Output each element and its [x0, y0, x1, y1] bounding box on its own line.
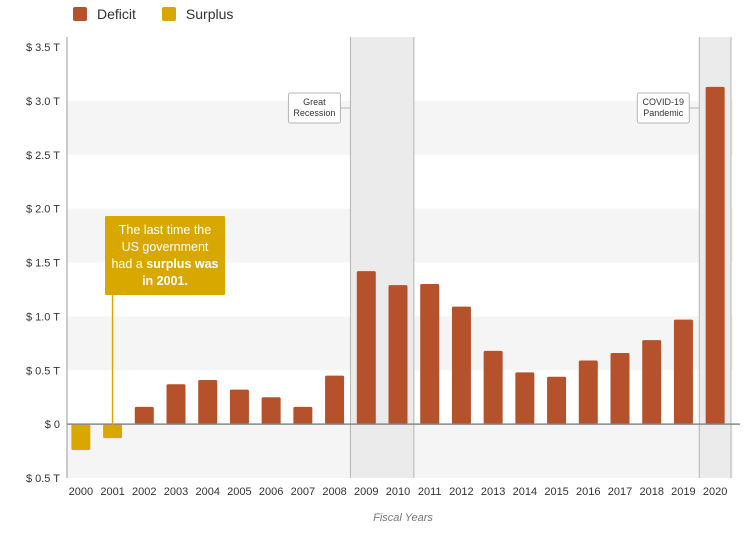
x-tick-label: 2017: [608, 486, 632, 498]
event-callout-box: [636, 92, 690, 124]
y-tick-label: $ 0: [45, 419, 60, 431]
event-callout-box: [287, 92, 341, 124]
y-tick-label: $ 1.5 T: [26, 258, 60, 270]
annotation-bold-2: in 2001.: [142, 274, 188, 288]
bar-2016: [578, 360, 598, 425]
x-tick-label: 2015: [544, 486, 568, 498]
x-tick-label: 2007: [291, 486, 315, 498]
x-tick-label: 2003: [164, 486, 188, 498]
y-tick-label: $ 0.5 T: [26, 473, 60, 485]
bar-2002: [134, 406, 154, 425]
bar-2010: [388, 285, 408, 425]
y-tick-label: $ 2.0 T: [26, 204, 60, 216]
x-tick-label: 2000: [69, 486, 93, 498]
bar-2000: [71, 424, 91, 450]
event-callout-label: Great: [303, 97, 326, 107]
x-tick-label: 2001: [100, 486, 124, 498]
bar-2012: [451, 306, 471, 425]
y-tick-label: $ 3.5 T: [26, 42, 60, 54]
bar-2015: [547, 376, 567, 425]
y-tick-label: $ 3.0 T: [26, 96, 60, 108]
bar-2013: [483, 350, 503, 425]
bar-2006: [261, 397, 281, 425]
bar-2003: [166, 384, 186, 425]
x-tick-label: 2009: [354, 486, 378, 498]
y-tick-label: $ 0.5 T: [26, 365, 60, 377]
annotation-text: The last time the US government had a: [111, 223, 212, 271]
bar-2004: [198, 379, 218, 425]
x-tick-label: 2006: [259, 486, 283, 498]
legend-item-surplus[interactable]: Surplus: [161, 6, 234, 22]
bar-2020: [705, 86, 725, 425]
legend-label-surplus: Surplus: [185, 6, 234, 22]
x-tick-label: 2019: [671, 486, 695, 498]
bar-2017: [610, 353, 630, 425]
deficit-swatch: [73, 7, 87, 21]
x-tick-label: 2016: [576, 486, 600, 498]
x-tick-label: 2011: [418, 486, 442, 498]
x-tick-label: 2004: [195, 486, 219, 498]
x-tick-label: 2005: [227, 486, 251, 498]
bar-2005: [229, 389, 249, 425]
bar-2018: [642, 340, 662, 425]
x-tick-label: 2018: [639, 486, 663, 498]
bar-2011: [420, 284, 440, 425]
x-tick-label: 2002: [132, 486, 156, 498]
y-tick-label: $ 2.5 T: [26, 150, 60, 162]
bar-2009: [356, 271, 376, 425]
legend: Deficit Surplus: [73, 6, 233, 22]
x-tick-label: 2020: [703, 486, 727, 498]
x-tick-label: 2014: [513, 486, 537, 498]
bar-2014: [515, 372, 535, 425]
legend-item-deficit[interactable]: Deficit: [73, 6, 136, 22]
x-tick-label: 2010: [386, 486, 410, 498]
x-tick-label: 2012: [449, 486, 473, 498]
x-axis-title: Fiscal Years: [373, 512, 433, 524]
event-callout-label: Pandemic: [643, 108, 684, 118]
bar-2019: [673, 319, 693, 425]
bar-2007: [293, 406, 313, 425]
event-callout-label: COVID-19: [643, 97, 685, 107]
surplus-annotation: The last time the US government had a su…: [105, 216, 225, 295]
surplus-swatch: [161, 7, 176, 21]
x-tick-label: 2008: [322, 486, 346, 498]
bar-2008: [325, 375, 345, 425]
annotation-bold-1: surplus was: [146, 257, 219, 271]
x-tick-label: 2013: [481, 486, 505, 498]
legend-label-deficit: Deficit: [97, 6, 136, 22]
event-callout-label: Recession: [293, 108, 335, 118]
y-tick-label: $ 1.0 T: [26, 311, 60, 323]
